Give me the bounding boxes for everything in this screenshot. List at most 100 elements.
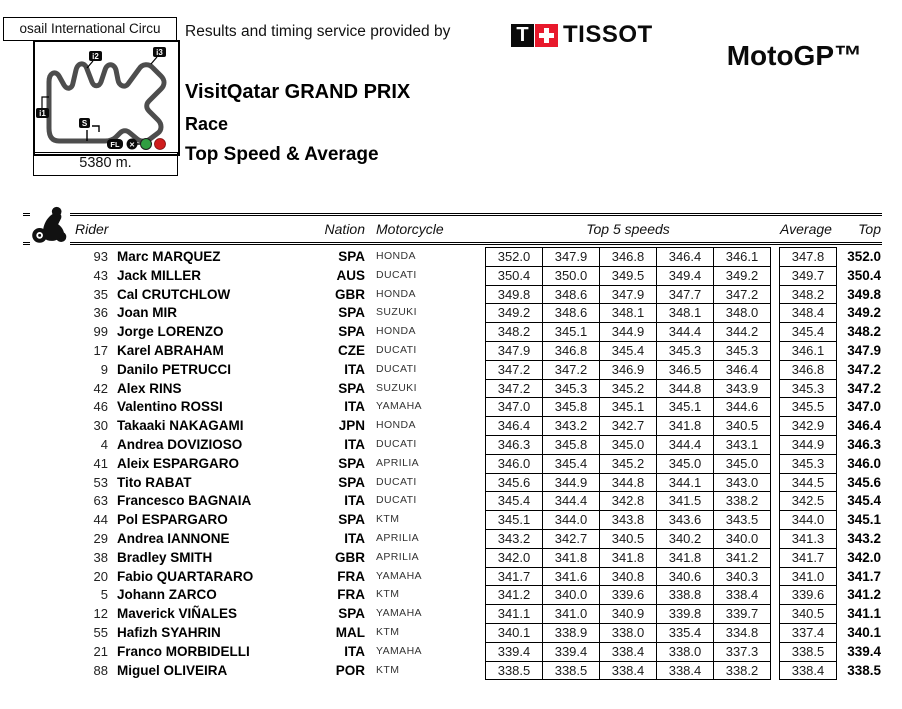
speed-cell-5: 343.1: [713, 434, 771, 455]
speed-cell-2: 347.9: [542, 247, 600, 267]
speed-cell-2: 348.6: [542, 284, 600, 305]
top-speed-value: 350.4: [847, 267, 881, 283]
speed-cell-1: 345.1: [485, 510, 543, 530]
marker-i1-line: [41, 96, 49, 108]
speed-cell-2: 344.4: [542, 491, 600, 512]
rider-motorcycle: HONDA: [376, 325, 416, 338]
speed-cell-5: 345.0: [713, 453, 771, 474]
speed-cell-1: 338.5: [485, 660, 543, 681]
speed-cell-4: 345.1: [656, 397, 714, 418]
speed-cell-2: 340.0: [542, 585, 600, 606]
speed-cell-1: 347.2: [485, 359, 543, 380]
table-row: 36 Joan MIR SPA SUZUKI 349.2 348.6 348.1…: [30, 303, 882, 324]
marker-fl-badge: [107, 139, 123, 149]
marker-fl-label: FL: [110, 140, 120, 149]
col-header-motorcycle: Motorcycle: [376, 221, 444, 237]
top-speed-value: 346.0: [847, 455, 881, 471]
top5-speed-cells: 347.0 345.8 345.1 345.1 344.6: [485, 397, 771, 418]
table-row: 88 Miguel OLIVEIRA POR KTM 338.5 338.5 3…: [30, 660, 882, 681]
speed-cell-4: 349.4: [656, 265, 714, 286]
circuit-name-box: osail International Circu: [3, 17, 177, 41]
top-speed-value: 352.0: [847, 249, 881, 264]
rider-motorcycle: SUZUKI: [376, 381, 417, 394]
rider-number: 55: [93, 624, 108, 640]
speed-cell-2: 338.9: [542, 622, 600, 643]
rider-nation: AUS: [336, 267, 365, 283]
top5-speed-cells: 341.7 341.6 340.8 340.6 340.3: [485, 566, 771, 587]
speed-cell-4: 344.4: [656, 434, 714, 455]
rider-nation: GBR: [335, 549, 365, 565]
marker-i1-label: i1: [39, 109, 46, 118]
speed-cell-3: 343.8: [599, 510, 657, 530]
col-header-nation: Nation: [324, 221, 365, 237]
speed-cell-5: 344.2: [713, 322, 771, 342]
speed-cell-4: 340.2: [656, 528, 714, 549]
top5-speed-cells: 342.0 341.8 341.8 341.8 341.2: [485, 547, 771, 568]
speed-cell-1: 347.0: [485, 397, 543, 418]
red-light-icon: [154, 138, 166, 150]
marker-start-badge: [79, 118, 90, 128]
rider-motorcycle: APRILIA: [376, 456, 420, 469]
table-row: 99 Jorge LORENZO SPA HONDA 348.2 345.1 3…: [30, 322, 882, 342]
speed-cell-5: 343.0: [713, 472, 771, 493]
speed-cell-2: 345.1: [542, 322, 600, 342]
speed-cell-5: 338.2: [713, 660, 771, 681]
speed-cell-3: 348.1: [599, 303, 657, 324]
top5-speed-cells: 338.5 338.5 338.4 338.4 338.2: [485, 660, 771, 681]
rider-name: Maverick VIÑALES: [117, 606, 238, 622]
rider-number: 88: [93, 662, 108, 678]
table-row: 42 Alex RINS SPA SUZUKI 347.2 345.3 345.…: [30, 378, 882, 399]
speed-cell-4: 344.4: [656, 322, 714, 342]
top-speed-value: 346.3: [847, 436, 881, 452]
speed-cell-3: 341.8: [599, 547, 657, 568]
rider-name: Takaaki NAKAGAMI: [117, 418, 244, 434]
top-speed-value: 341.1: [847, 606, 881, 622]
top-speed-value: 341.2: [847, 587, 881, 603]
top5-speed-cells: 341.2 340.0 339.6 338.8 338.4: [485, 585, 771, 606]
table-row: 9 Danilo PETRUCCI ITA DUCATI 347.2 347.2…: [30, 359, 882, 380]
marker-i1-badge: [36, 108, 49, 118]
top5-speed-cells: 350.4 350.0 349.5 349.4 349.2: [485, 265, 771, 286]
rider-motorcycle: DUCATI: [376, 343, 417, 356]
top5-speed-cells: 349.2 348.6 348.1 348.1 348.0: [485, 303, 771, 324]
rider-name: Valentino ROSSI: [117, 399, 223, 415]
table-row: 41 Aleix ESPARGARO SPA APRILIA 346.0 345…: [30, 453, 882, 474]
speed-cell-4: 345.0: [656, 453, 714, 474]
start-line: [86, 125, 100, 141]
rider-number: 43: [93, 267, 108, 283]
rider-number: 63: [93, 493, 108, 509]
rider-name: Karel ABRAHAM: [117, 342, 224, 358]
speed-cell-2: 346.8: [542, 340, 600, 361]
speed-cell-1: 340.1: [485, 622, 543, 643]
speed-cell-5: 340.3: [713, 566, 771, 587]
track-outline: [46, 61, 167, 144]
marker-i3-badge: [153, 47, 166, 57]
rider-name: Tito RABAT: [117, 474, 192, 490]
top-speed-value: 347.2: [847, 361, 881, 377]
speed-cell-4: 344.8: [656, 378, 714, 399]
rider-nation: SPA: [338, 249, 365, 264]
rider-name: Franco MORBIDELLI: [117, 643, 250, 659]
rider-number: 53: [93, 474, 108, 490]
speed-cell-4: 341.8: [656, 416, 714, 436]
marker-i3-label: i3: [156, 48, 163, 57]
rider-nation: POR: [335, 662, 365, 678]
speed-cell-3: 342.8: [599, 491, 657, 512]
rider-number: 44: [93, 512, 108, 528]
col-header-rider: Rider: [75, 221, 109, 237]
speed-cell-1: 341.7: [485, 566, 543, 587]
rider-motorcycle: DUCATI: [376, 475, 417, 488]
rider-motorcycle: HONDA: [376, 419, 416, 432]
speed-cell-5: 346.1: [713, 247, 771, 267]
speed-cell-1: 350.4: [485, 265, 543, 286]
top5-speed-cells: 345.1 344.0 343.8 343.6 343.5: [485, 510, 771, 530]
rider-nation: SPA: [338, 474, 365, 490]
rider-name: Jorge LORENZO: [117, 324, 224, 340]
top5-speed-cells: 348.2 345.1 344.9 344.4 344.2: [485, 322, 771, 342]
speed-cell-1: 347.2: [485, 378, 543, 399]
rider-number: 20: [93, 568, 108, 584]
page-title: Top Speed & Average: [185, 144, 379, 165]
cross-light-icon: [126, 138, 138, 150]
top-speed-value: 338.5: [847, 662, 881, 678]
